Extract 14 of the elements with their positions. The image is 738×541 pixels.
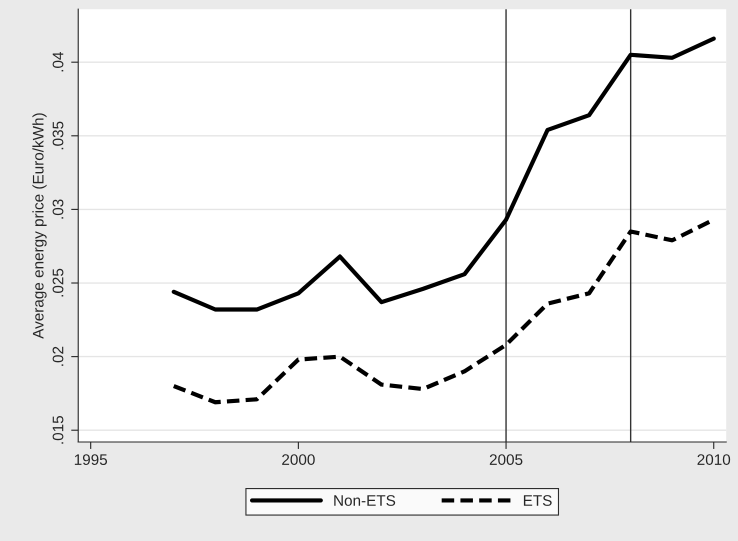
y-tick-label: .04 (52, 52, 64, 72)
y-axis-title: Average energy price (Euro/kWh) (32, 113, 47, 339)
y-tick-label: .035 (52, 122, 64, 150)
legend-label: ETS (524, 495, 552, 506)
x-tick-label: 2010 (698, 454, 730, 466)
y-tick-label: .03 (52, 199, 64, 219)
x-tick-label: 1995 (74, 454, 108, 466)
legend-label: Non-ETS (334, 495, 396, 506)
y-tick-label: .02 (52, 346, 64, 366)
y-tick-label: .025 (52, 268, 64, 296)
y-tick-label: .015 (52, 416, 64, 444)
x-tick-label: 2000 (282, 454, 315, 466)
line-series (172, 36, 716, 312)
x-tick-label: 2005 (490, 454, 522, 466)
